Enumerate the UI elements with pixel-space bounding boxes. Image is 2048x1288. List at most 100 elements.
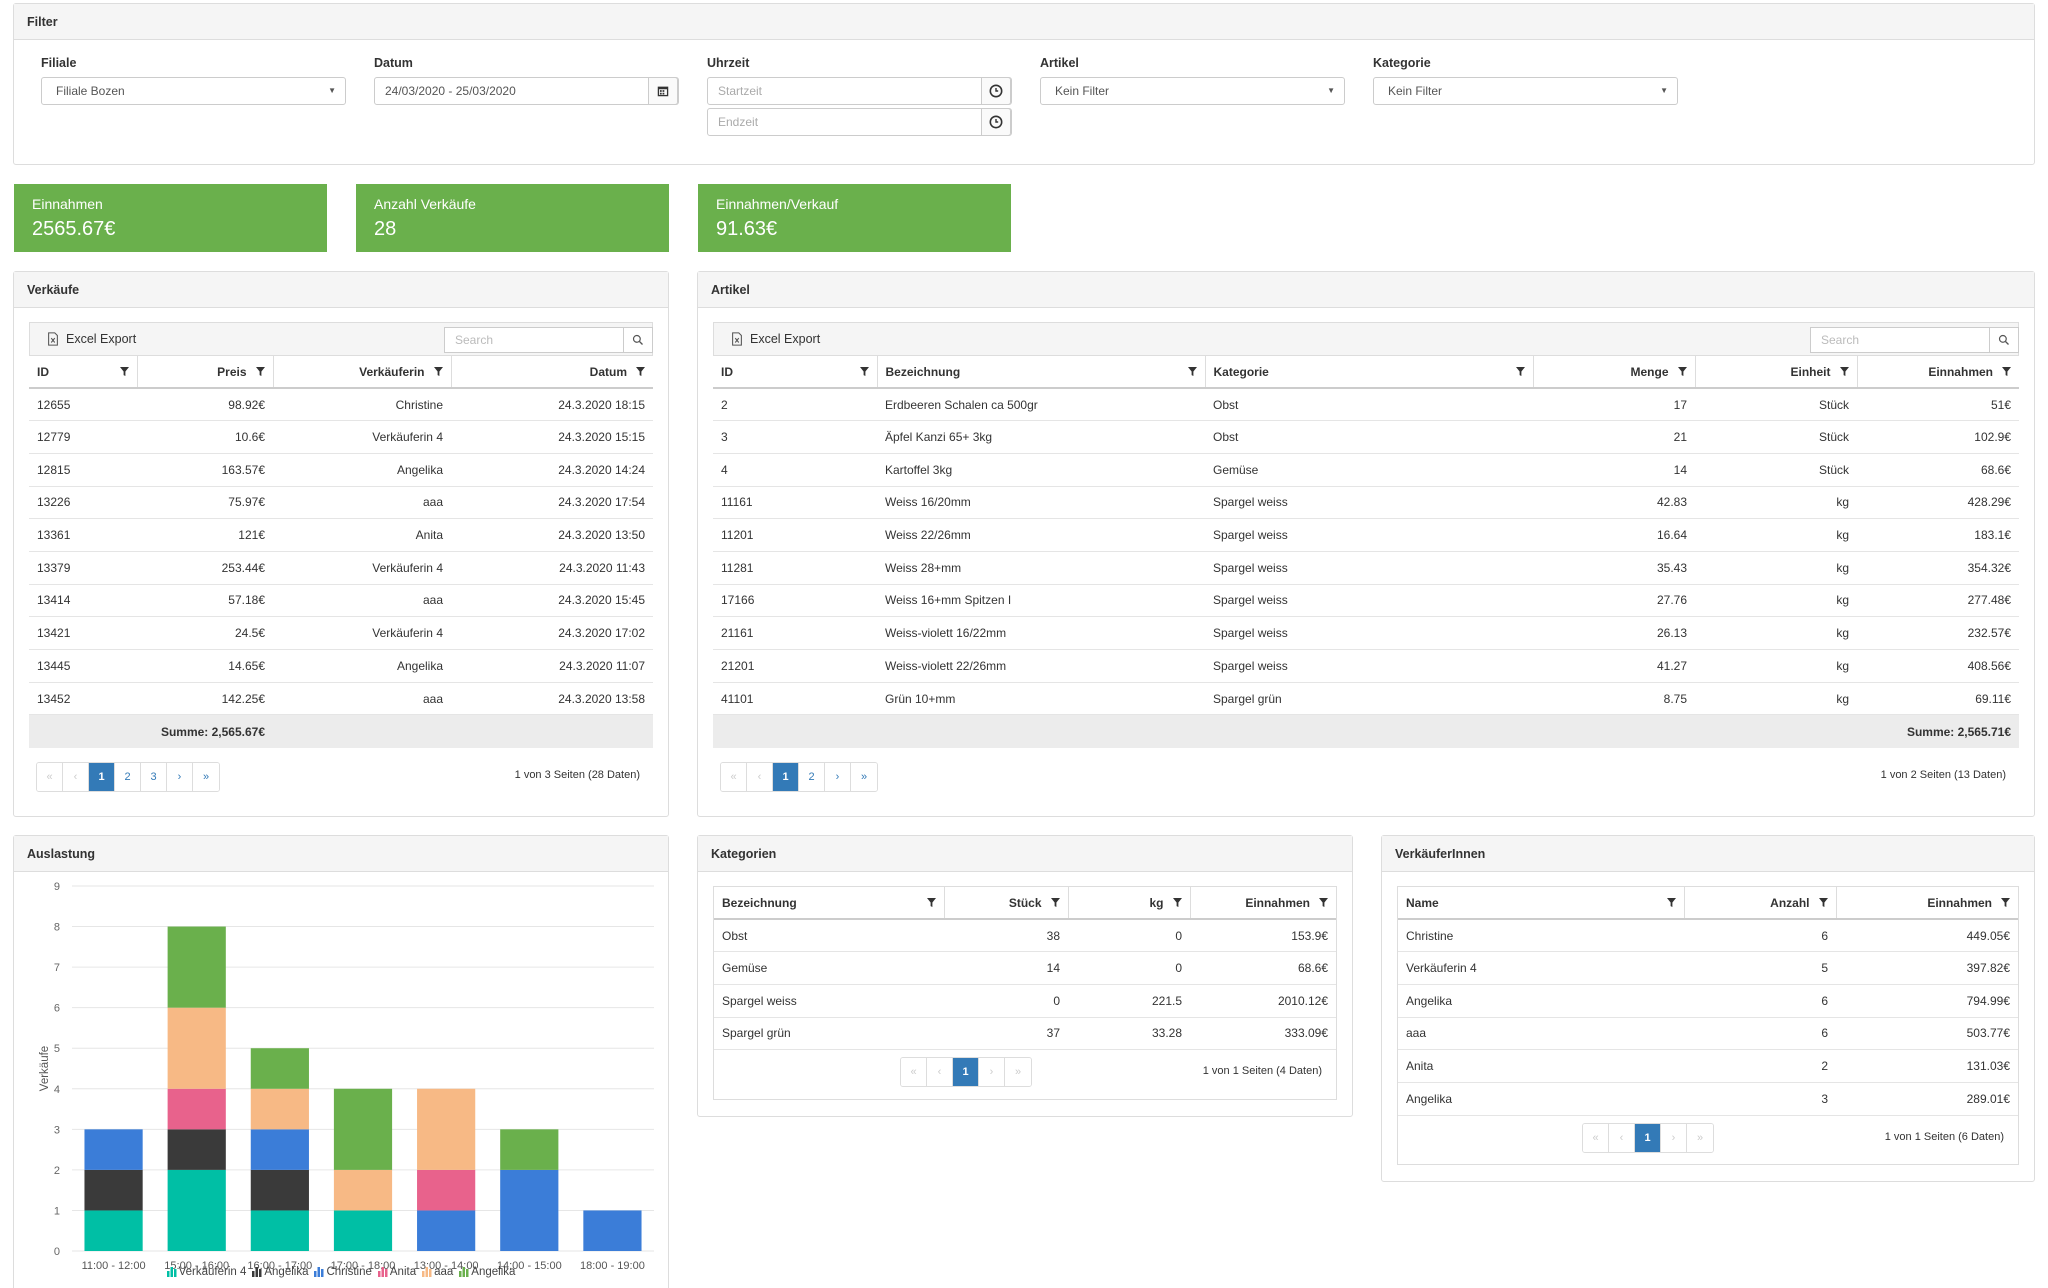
table-row[interactable]: 17166 Weiss 16+mm Spitzen I Spargel weiss 2… (713, 584, 2019, 618)
last-page-icon[interactable]: » (851, 763, 877, 791)
bar-segment[interactable] (250, 1169, 309, 1211)
bar-segment[interactable] (84, 1129, 143, 1170)
bar-segment[interactable] (167, 1088, 226, 1130)
table-row[interactable]: 12779 10.6€ Verkäuferin 4 24.3.2020 15:15 (29, 420, 653, 454)
start-time-input[interactable]: Startzeit (707, 77, 1012, 105)
next-page-icon[interactable]: › (825, 763, 851, 791)
page-1[interactable]: 1 (89, 763, 115, 791)
filter-icon[interactable] (1840, 367, 1849, 376)
bar-segment[interactable] (417, 1088, 476, 1170)
filter-icon[interactable] (2002, 367, 2011, 376)
table-row[interactable]: 11201 Weiss 22/26mm Spargel weiss 16.64 kg 18… (713, 518, 2019, 552)
legend-item[interactable]: Verkäuferin 4 (167, 1266, 246, 1278)
bar-segment[interactable] (333, 1169, 393, 1211)
column-header-anzahl[interactable]: Anzahl (1684, 887, 1837, 920)
prev-page-icon[interactable]: ‹ (63, 763, 89, 791)
bar-segment[interactable] (167, 1129, 226, 1170)
bar-segment[interactable] (167, 1007, 226, 1089)
prev-page-icon[interactable]: ‹ (927, 1058, 953, 1086)
column-header-datum[interactable]: Datum (451, 356, 653, 389)
table-row[interactable]: 4 Kartoffel 3kg Gemüse 14 Stück 68.6€ (713, 453, 2019, 487)
filiale-select[interactable]: Filiale Bozen ▼ (41, 77, 346, 105)
table-row[interactable]: 41101 Grün 10+mm Spargel grün 8.75 kg 69.11€ (713, 682, 2019, 716)
filter-icon[interactable] (927, 898, 936, 907)
bar-segment[interactable] (500, 1169, 559, 1251)
column-header-preis[interactable]: Preis (137, 356, 274, 389)
first-page-icon[interactable]: « (1583, 1124, 1609, 1152)
table-row[interactable]: Verkäuferin 4 5 397.82€ (1398, 951, 2018, 985)
filter-icon[interactable] (860, 367, 869, 376)
table-row[interactable]: 11161 Weiss 16/20mm Spargel weiss 42.83 kg 42… (713, 486, 2019, 520)
column-header-einheit[interactable]: Einheit (1695, 356, 1858, 389)
column-header-kg[interactable]: kg (1068, 887, 1191, 920)
filter-icon[interactable] (1678, 367, 1687, 376)
filter-icon[interactable] (1173, 898, 1182, 907)
page-1[interactable]: 1 (1635, 1124, 1661, 1152)
last-page-icon[interactable]: » (1005, 1058, 1031, 1086)
table-row[interactable]: Anita 2 131.03€ (1398, 1049, 2018, 1083)
table-row[interactable]: 13361 121€ Anita 24.3.2020 13:50 (29, 518, 653, 552)
next-page-icon[interactable]: › (1661, 1124, 1687, 1152)
filter-icon[interactable] (1667, 898, 1676, 907)
column-header-verkaeuferin[interactable]: Verkäuferin (273, 356, 452, 389)
bar-segment[interactable] (250, 1129, 309, 1170)
bar-segment[interactable] (417, 1169, 476, 1211)
search-input[interactable]: Search (1810, 327, 1990, 353)
calendar-icon[interactable] (648, 77, 678, 105)
clock-icon[interactable] (981, 108, 1011, 136)
column-header-name[interactable]: Name (1398, 887, 1685, 920)
column-header-menge[interactable]: Menge (1533, 356, 1696, 389)
column-header-id[interactable]: ID (29, 356, 138, 389)
excel-export-button[interactable]: Excel Export (730, 323, 820, 355)
filter-icon[interactable] (1516, 367, 1525, 376)
filter-icon[interactable] (256, 367, 265, 376)
filter-icon[interactable] (434, 367, 443, 376)
column-header-einnahmen[interactable]: Einnahmen (1836, 887, 2018, 920)
bar-segment[interactable] (250, 1048, 309, 1089)
table-row[interactable]: 12655 98.92€ Christine 24.3.2020 18:15 (29, 388, 653, 422)
last-page-icon[interactable]: » (1687, 1124, 1713, 1152)
first-page-icon[interactable]: « (721, 763, 747, 791)
search-button[interactable] (623, 327, 653, 353)
bar-segment[interactable] (167, 1169, 226, 1251)
legend-item[interactable]: Angelika (459, 1266, 515, 1278)
table-row[interactable]: Obst 38 0 153.9€ (714, 919, 1336, 953)
page-2[interactable]: 2 (799, 763, 825, 791)
artikel-select[interactable]: Kein Filter ▼ (1040, 77, 1345, 105)
next-page-icon[interactable]: › (167, 763, 193, 791)
first-page-icon[interactable]: « (901, 1058, 927, 1086)
column-header-stueck[interactable]: Stück (944, 887, 1069, 920)
column-header-bezeichnung[interactable]: Bezeichnung (877, 356, 1206, 389)
table-row[interactable]: 2 Erdbeeren Schalen ca 500gr Obst 17 Stück 51… (713, 388, 2019, 422)
table-row[interactable]: 13226 75.97€ aaa 24.3.2020 17:54 (29, 486, 653, 520)
bar-segment[interactable] (583, 1210, 642, 1251)
page-2[interactable]: 2 (115, 763, 141, 791)
column-header-einnahmen[interactable]: Einnahmen (1190, 887, 1336, 920)
bar-segment[interactable] (500, 1129, 559, 1170)
bar-segment[interactable] (333, 1088, 393, 1170)
page-1[interactable]: 1 (773, 763, 799, 791)
search-button[interactable] (1989, 327, 2019, 353)
table-row[interactable]: Gemüse 14 0 68.6€ (714, 951, 1336, 985)
table-row[interactable]: Christine 6 449.05€ (1398, 919, 2018, 953)
column-header-kategorie[interactable]: Kategorie (1205, 356, 1534, 389)
excel-export-button[interactable]: Excel Export (46, 323, 136, 355)
bar-segment[interactable] (250, 1210, 309, 1251)
table-row[interactable]: Spargel grün 37 33.28 333.09€ (714, 1017, 1336, 1051)
search-input[interactable]: Search (444, 327, 624, 353)
table-row[interactable]: aaa 6 503.77€ (1398, 1017, 2018, 1051)
table-row[interactable]: 13445 14.65€ Angelika 24.3.2020 11:07 (29, 649, 653, 683)
table-row[interactable]: 11281 Weiss 28+mm Spargel weiss 35.43 kg 354.… (713, 551, 2019, 585)
bar-segment[interactable] (417, 1210, 476, 1251)
table-row[interactable]: 21161 Weiss-violett 16/22mm Spargel weiss 2… (713, 616, 2019, 650)
table-row[interactable]: 3 Äpfel Kanzi 65+ 3kg Obst 21 Stück 102.9€ (713, 420, 2019, 454)
filter-icon[interactable] (1319, 898, 1328, 907)
filter-icon[interactable] (636, 367, 645, 376)
kategorie-select[interactable]: Kein Filter ▼ (1373, 77, 1678, 105)
prev-page-icon[interactable]: ‹ (747, 763, 773, 791)
bar-segment[interactable] (84, 1169, 143, 1211)
bar-segment[interactable] (250, 1088, 309, 1130)
table-row[interactable]: 13379 253.44€ Verkäuferin 4 24.3.2020 11:43 (29, 551, 653, 585)
page-3[interactable]: 3 (141, 763, 167, 791)
date-range-input[interactable]: 24/03/2020 - 25/03/2020 (374, 77, 679, 105)
